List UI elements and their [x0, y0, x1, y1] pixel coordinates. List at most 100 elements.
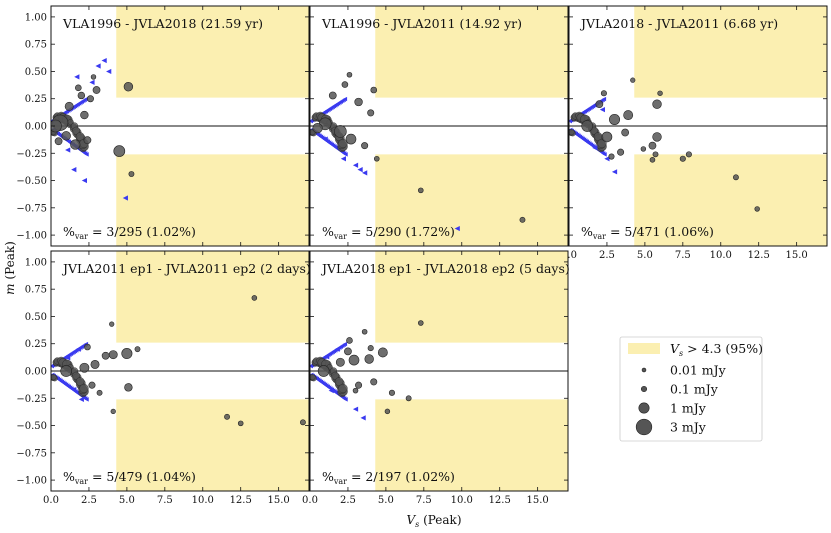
upper-limit-marker — [84, 397, 89, 402]
y-tick-label: 1.00 — [25, 12, 47, 23]
source-point — [609, 113, 621, 125]
upper-limit-marker — [352, 162, 359, 168]
variable-region-upper — [634, 6, 827, 98]
variable-region-lower — [116, 154, 310, 246]
source-point — [652, 151, 659, 158]
source-point — [61, 131, 71, 141]
y-tick-label: 0.00 — [25, 367, 47, 378]
y-tick-label: −0.50 — [16, 421, 47, 432]
source-point — [348, 354, 360, 366]
y-tick-label: −0.50 — [16, 176, 47, 187]
x-tick-label: 10.0 — [710, 250, 732, 261]
upper-limit-marker — [81, 177, 87, 184]
legend-marker — [635, 418, 653, 436]
source-point — [519, 216, 526, 223]
y-tick-label: 0.25 — [25, 94, 47, 105]
source-point — [84, 343, 91, 351]
upper-limit-marker — [604, 156, 610, 162]
upper-limit-marker — [352, 406, 359, 412]
source-point — [405, 395, 412, 402]
panel-3: 0.0 2.5 5.0 7.5 10.0 12.5 15.0 JVLA2018 - JVLA2… — [561, 5, 828, 261]
legend-label: 0.01 mJy — [670, 363, 727, 378]
source-point — [134, 346, 141, 353]
cluster-point — [75, 132, 85, 141]
x-tick-label: 5.0 — [119, 495, 135, 506]
source-point — [79, 362, 90, 373]
upper-limit-marker — [592, 145, 598, 151]
source-point — [640, 146, 647, 152]
source-point — [80, 110, 89, 120]
x-tick-label: 5.0 — [637, 250, 653, 261]
source-point — [54, 137, 63, 146]
panel-title: VLA1996 - JVLA2018 (21.59 yr) — [62, 16, 263, 31]
upper-limit-marker — [122, 195, 128, 201]
variable-region-lower — [375, 399, 568, 491]
source-point — [581, 120, 594, 132]
panel-1: 1.00 0.75 0.50 0.25 0.00 −0.25 −0.50 −0.75 −1.00… — [16, 5, 310, 247]
source-point — [754, 206, 760, 212]
source-point — [367, 109, 375, 117]
upper-limit-marker — [611, 169, 618, 175]
variable-region-upper — [116, 6, 310, 98]
panel-title: JVLA2018 ep1 - JVLA2018 ep2 (5 days) — [320, 261, 570, 276]
upper-limit-marker — [340, 156, 346, 162]
x-tick-label: 15.0 — [268, 495, 290, 506]
y-tick-label: 0.75 — [25, 285, 47, 296]
upper-limit-marker — [95, 63, 101, 69]
variable-fraction-label: %var = 5/290 (1.72%) — [322, 224, 455, 241]
x-tick-label: 15.0 — [527, 495, 549, 506]
y-tick-label: 0.50 — [25, 67, 47, 78]
variable-fraction-label: %var = 5/479 (1.04%) — [63, 469, 196, 486]
variable-fraction-label: %var = 3/295 (1.02%) — [63, 224, 196, 241]
source-point — [312, 123, 323, 134]
source-point — [121, 348, 133, 360]
y-tick-label: −0.75 — [16, 448, 47, 459]
y-tick-label: 0.00 — [25, 122, 47, 133]
cluster-point — [72, 126, 81, 135]
x-tick-label: 2.5 — [340, 495, 356, 506]
source-point — [600, 90, 607, 97]
source-point — [88, 381, 96, 389]
source-point — [110, 408, 116, 414]
legend-label: 0.1 mJy — [670, 382, 719, 397]
y-tick-label: −1.00 — [16, 231, 47, 242]
upper-limit-marker — [65, 147, 71, 153]
source-point — [101, 351, 110, 360]
upper-limit-marker — [78, 396, 84, 402]
source-point — [679, 155, 686, 162]
x-tick-label: 0.0 — [43, 495, 59, 506]
x-tick-label: 2.5 — [81, 495, 97, 506]
cluster-point — [338, 383, 348, 394]
cluster-point — [338, 138, 348, 149]
source-point — [317, 365, 330, 377]
source-point — [418, 187, 424, 194]
source-point — [224, 413, 230, 420]
source-point — [373, 155, 380, 162]
data-markers — [310, 71, 526, 232]
upper-limit-marker — [601, 96, 607, 102]
source-point — [70, 139, 81, 150]
source-point — [652, 99, 662, 109]
source-point — [124, 383, 133, 392]
source-point — [60, 365, 73, 377]
source-point — [341, 81, 349, 88]
variable-region-upper — [375, 251, 568, 343]
upper-limit-marker — [602, 152, 607, 157]
source-point — [623, 110, 634, 121]
legend-marker — [641, 367, 647, 373]
source-point — [90, 74, 97, 80]
source-point — [96, 389, 103, 396]
upper-limit-marker — [343, 152, 348, 157]
variable-region-lower — [634, 154, 827, 246]
upper-limit-marker — [322, 136, 328, 142]
y-tick-label: 0.50 — [25, 312, 47, 323]
upper-limit-marker — [101, 57, 107, 64]
variable-fraction-label: %var = 2/197 (1.02%) — [322, 469, 455, 486]
upper-limit-marker — [454, 225, 460, 232]
y-tick-label: −0.25 — [16, 149, 47, 160]
upper-limit-marker — [328, 388, 334, 394]
source-point — [388, 389, 395, 396]
y-tick-label: −0.25 — [16, 394, 47, 405]
x-tick-label: 5.0 — [378, 495, 394, 506]
